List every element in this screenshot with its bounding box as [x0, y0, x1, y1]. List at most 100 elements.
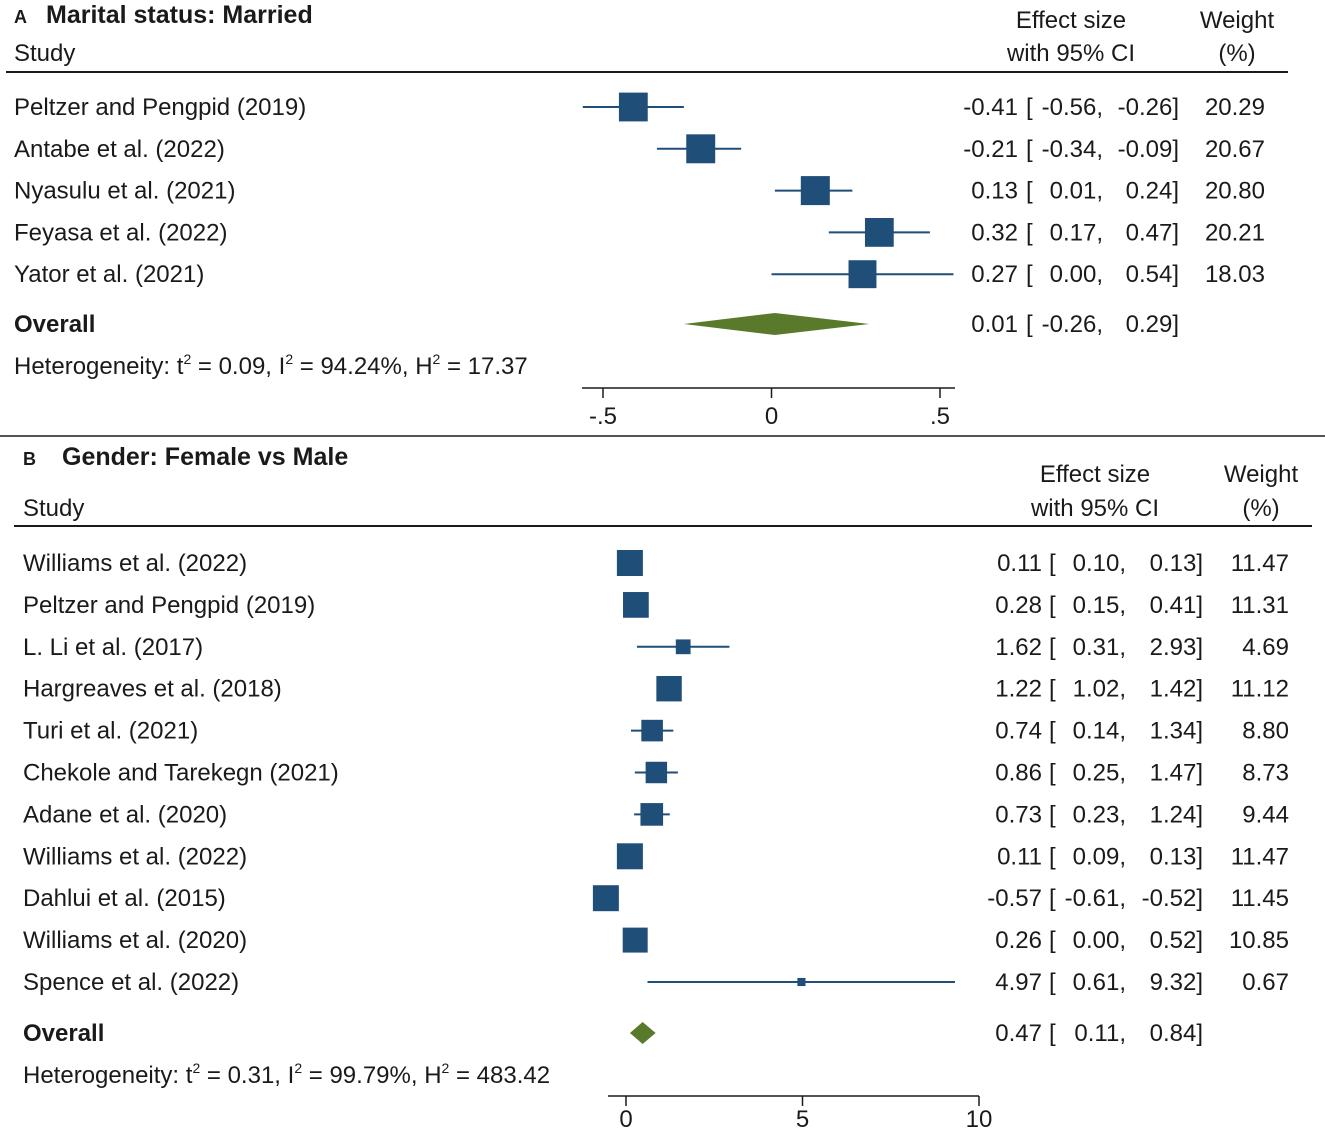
effect-marker: [622, 927, 648, 953]
ci-upper-value: 0.13]: [1150, 843, 1203, 870]
overall-diamond: [629, 1022, 656, 1044]
heterogeneity-part: = 17.37: [440, 353, 527, 380]
study-column-header: Study: [14, 40, 75, 67]
ci-open-bracket: [: [1026, 311, 1033, 338]
weight-value: 4.69: [1242, 634, 1289, 661]
effect-marker: [797, 977, 806, 987]
heterogeneity-part: Heterogeneity: t: [14, 353, 184, 380]
effect-marker: [641, 719, 663, 742]
study-name: Williams et al. (2022): [23, 550, 247, 577]
heterogeneity-part: = 99.79%, H: [302, 1062, 441, 1089]
weight-value: 8.80: [1242, 718, 1289, 745]
effect-size-value: 0.27: [971, 261, 1018, 288]
study-row: Feyasa et al. (2022) 0.32 [0.17, 0.47] 20.21: [14, 218, 1265, 247]
panel-title: Gender: Female vs Male: [62, 443, 348, 471]
superscript: 2: [433, 351, 441, 367]
effect-marker: [656, 675, 682, 702]
ci-open-bracket: [: [1049, 1020, 1056, 1047]
ci-upper-value: 0.52]: [1150, 927, 1203, 954]
effect-marker: [848, 260, 877, 289]
ci-open-bracket: [: [1049, 801, 1056, 828]
ci-open-bracket: [: [1049, 592, 1056, 619]
ci-open-bracket: [: [1026, 219, 1033, 246]
study-name: Williams et al. (2022): [23, 843, 247, 870]
ci-lower-value: 0.25,: [1073, 760, 1126, 787]
ci-lower-value: -0.56,: [1042, 94, 1103, 121]
study-row: Antabe et al. (2022) -0.21 [-0.34, -0.09] 20…: [14, 134, 1265, 164]
study-name: Peltzer and Pengpid (2019): [23, 592, 315, 619]
weight-value: 11.45: [1231, 885, 1289, 912]
study-row: Dahlui et al. (2015) -0.57 [-0.61, -0.52] 11…: [23, 885, 1289, 912]
x-tick-label: 0: [619, 1106, 632, 1132]
study-row: Spence et al. (2022) 4.97 [0.61, 9.32] 0.67: [23, 969, 1289, 996]
superscript: 2: [183, 351, 191, 367]
effect-size-value: 4.97: [995, 969, 1042, 996]
ci-upper-value: 9.32]: [1150, 969, 1203, 996]
ci-upper-value: 0.24]: [1126, 178, 1179, 205]
ci-upper-value: 0.47]: [1126, 219, 1179, 246]
effect-marker: [645, 761, 668, 784]
overall-effect-value: 0.01: [971, 311, 1018, 338]
effect-size-header: Effect size: [1040, 461, 1150, 488]
x-tick-label: 5: [796, 1106, 809, 1132]
weight-value: 11.31: [1231, 592, 1289, 619]
weight-value: 10.85: [1229, 927, 1289, 954]
weight-value: 20.21: [1205, 219, 1265, 246]
effect-size-ci-header: with 95% CI: [1006, 40, 1135, 67]
study-name: Dahlui et al. (2015): [23, 885, 226, 912]
effect-size-value: -0.21: [963, 136, 1018, 163]
ci-lower-value: 0.61,: [1073, 969, 1126, 996]
weight-value: 20.29: [1205, 94, 1265, 121]
study-row: Nyasulu et al. (2021) 0.13 [0.01, 0.24] 20.8…: [14, 176, 1265, 206]
weight-unit-header: (%): [1218, 40, 1255, 67]
ci-open-bracket: [: [1049, 550, 1056, 577]
heterogeneity-part: = 483.42: [449, 1062, 550, 1089]
ci-lower-value: -0.61,: [1065, 885, 1126, 912]
effect-marker: [592, 885, 619, 912]
effect-size-value: 0.26: [995, 927, 1042, 954]
overall-row: Overall 0.47 [0.11, 0.84]: [23, 1020, 1203, 1047]
overall-label: Overall: [23, 1020, 104, 1047]
overall-ci-lower: -0.26,: [1042, 311, 1103, 338]
ci-open-bracket: [: [1049, 760, 1056, 787]
heterogeneity-part: = 0.31, I: [200, 1062, 294, 1089]
effect-marker: [675, 639, 691, 655]
study-name: Turi et al. (2021): [23, 718, 198, 745]
ci-open-bracket: [: [1049, 718, 1056, 745]
study-row: Williams et al. (2020) 0.26 [0.00, 0.52] 10.…: [23, 927, 1289, 954]
study-name: Spence et al. (2022): [23, 969, 239, 996]
weight-header: Weight: [1200, 7, 1275, 34]
effect-marker: [618, 92, 648, 122]
overall-ci-upper: 0.84]: [1150, 1020, 1203, 1047]
ci-open-bracket: [: [1049, 927, 1056, 954]
effect-size-value: 0.11: [997, 843, 1042, 870]
effect-size-value: 0.32: [971, 219, 1018, 246]
superscript: 2: [192, 1060, 200, 1076]
ci-upper-value: -0.52]: [1142, 885, 1203, 912]
ci-lower-value: 0.17,: [1050, 219, 1103, 246]
ci-open-bracket: [: [1026, 178, 1033, 205]
effect-size-header: Effect size: [1016, 7, 1126, 34]
effect-size-value: 1.62: [995, 634, 1042, 661]
x-tick-label: 10: [966, 1106, 993, 1132]
panel-title: Marital status: Married: [46, 1, 313, 29]
ci-open-bracket: [: [1026, 94, 1033, 121]
effect-size-value: 0.74: [995, 718, 1042, 745]
study-name: Williams et al. (2020): [23, 927, 247, 954]
ci-open-bracket: [: [1049, 969, 1056, 996]
study-row: Turi et al. (2021) 0.74 [0.14, 1.34] 8.80: [23, 718, 1289, 745]
effect-marker: [800, 176, 830, 206]
ci-open-bracket: [: [1049, 843, 1056, 870]
overall-effect-value: 0.47: [995, 1020, 1042, 1047]
study-row: Peltzer and Pengpid (2019) -0.41 [-0.56, -0…: [14, 92, 1265, 122]
heterogeneity-part: = 0.09, I: [191, 353, 285, 380]
effect-size-value: 0.13: [971, 178, 1018, 205]
panel-letter: B: [23, 449, 36, 469]
ci-open-bracket: [: [1049, 885, 1056, 912]
effect-size-value: 0.11: [997, 550, 1042, 577]
study-name: Antabe et al. (2022): [14, 136, 225, 163]
ci-upper-value: 1.34]: [1150, 718, 1203, 745]
ci-upper-value: -0.26]: [1118, 94, 1179, 121]
superscript: 2: [285, 351, 293, 367]
effect-marker: [864, 218, 894, 247]
